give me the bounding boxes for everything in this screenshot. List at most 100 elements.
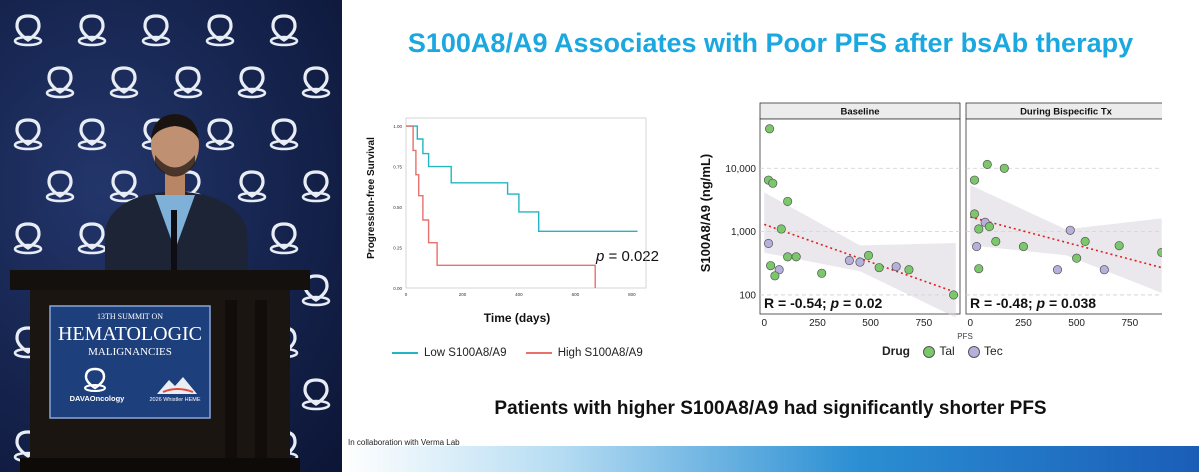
scatter-point-tal bbox=[974, 224, 984, 234]
backdrop-logo-icon bbox=[205, 118, 235, 151]
backdrop-logo-icon bbox=[77, 118, 107, 151]
backdrop-logo-icon bbox=[301, 170, 331, 203]
scatter-point-tal bbox=[982, 159, 992, 169]
scatter-point-tec bbox=[1052, 265, 1063, 275]
scatter-xtick-label: 250 bbox=[1015, 318, 1032, 329]
scatter-point-tal bbox=[969, 175, 980, 185]
footer-bar bbox=[342, 446, 1199, 472]
backdrop-logo-icon bbox=[45, 66, 75, 99]
km-xtick-label: 0 bbox=[405, 292, 408, 297]
km-xtick-label: 600 bbox=[572, 292, 580, 297]
backdrop-logo-icon bbox=[109, 66, 139, 99]
scatter-point-tec bbox=[774, 265, 784, 275]
slide-title: S100A8/A9 Associates with Poor PFS after… bbox=[407, 28, 1134, 58]
scatter-point-tal bbox=[904, 265, 914, 275]
legend-tec-dot bbox=[968, 345, 981, 358]
km-series-high bbox=[406, 125, 596, 288]
facet-stat: R = -0.54; p = 0.02 bbox=[764, 295, 883, 311]
trend-line bbox=[970, 216, 1162, 269]
confidence-band bbox=[970, 185, 1162, 293]
km-ytick-label: 0.00 bbox=[393, 286, 402, 291]
legend-low: Low S100A8/A9 bbox=[392, 347, 506, 359]
km-xtick-label: 200 bbox=[459, 292, 467, 297]
backdrop-logo-icon bbox=[45, 170, 75, 203]
km-legend: Low S100A8/A9 High S100A8/A9 bbox=[392, 347, 643, 359]
backdrop-logo-icon bbox=[13, 118, 43, 151]
km-plot-frame bbox=[405, 117, 647, 289]
scatter-point-tal bbox=[1018, 242, 1028, 252]
scatter-xtick-label: 750 bbox=[1121, 318, 1138, 329]
legend-tal-dot bbox=[923, 345, 936, 358]
scatter-point-tal bbox=[783, 252, 793, 262]
scatter-xtick-label: 500 bbox=[862, 318, 879, 329]
backdrop-logo-icon bbox=[301, 66, 331, 99]
scatter-xtick-label: 250 bbox=[809, 318, 826, 329]
backdrop-logo-icon bbox=[301, 378, 331, 411]
drug-legend: Drug Tal Tec bbox=[882, 344, 1003, 358]
scatter-xlabel: PFS bbox=[957, 332, 973, 341]
scatter-point-tal bbox=[817, 268, 827, 278]
scatter-point-tal bbox=[783, 196, 793, 206]
facet-stat: R = -0.48; p = 0.038 bbox=[970, 295, 1096, 311]
scatter-point-tal bbox=[791, 252, 801, 262]
scatter-point-tec bbox=[763, 238, 774, 249]
scatter-chart: S100A8/A9 (ng/mL) PFS Baseline 100 1,000 10… bbox=[698, 102, 1162, 341]
scatter-xtick-label: 0 bbox=[967, 318, 973, 329]
scatter-point-tec bbox=[891, 262, 901, 272]
facet-title: Baseline bbox=[840, 107, 879, 118]
scatter-point-tal bbox=[991, 236, 1001, 246]
backdrop-logo-icon bbox=[269, 118, 299, 151]
scatter-point-tec bbox=[1099, 265, 1109, 275]
facet-title: During Bispecific Tx bbox=[1020, 107, 1113, 118]
backdrop-logo-icon bbox=[77, 14, 107, 47]
backdrop-logo-icon bbox=[13, 14, 43, 47]
backdrop-logo-icon bbox=[269, 14, 299, 47]
km-ytick-label: 1.00 bbox=[393, 124, 402, 129]
km-chart: Progression-free Survival Time (days) p … bbox=[366, 117, 659, 325]
mountain-logo-icon bbox=[157, 377, 197, 394]
scatter-point-tal bbox=[999, 163, 1009, 173]
sign-line2: HEMATOLOGIC bbox=[57, 323, 203, 345]
backdrop-logo-icon bbox=[237, 170, 267, 203]
slide-conclusion: Patients with higher S100A8/A9 had signi… bbox=[494, 398, 1047, 419]
km-xtick-label: 800 bbox=[628, 292, 636, 297]
scatter-point-tec bbox=[844, 255, 854, 266]
backdrop-logo-icon bbox=[205, 14, 235, 47]
backdrop-logo-icon bbox=[141, 14, 171, 47]
km-series-low bbox=[406, 125, 638, 233]
scatter-ylabel: S100A8/A9 (ng/mL) bbox=[698, 154, 713, 272]
scatter-point-tec bbox=[1065, 225, 1075, 235]
legend-title: Drug bbox=[882, 344, 910, 358]
scatter-ytick-label: 10,000 bbox=[725, 164, 756, 175]
podium bbox=[10, 270, 310, 472]
sign-line1: 13TH SUMMIT ON bbox=[96, 312, 164, 321]
km-ytick-label: 0.75 bbox=[393, 165, 402, 170]
backdrop-logo-icon bbox=[109, 170, 139, 203]
km-ylabel: Progression-free Survival bbox=[366, 137, 377, 259]
scatter-point-tec bbox=[972, 242, 982, 252]
km-ytick-label: 0.50 bbox=[393, 205, 402, 210]
backdrop-logo-icon bbox=[237, 66, 267, 99]
scatter-point-tal bbox=[1114, 241, 1124, 251]
scatter-point-tal bbox=[1072, 253, 1082, 263]
sign-brand: DAVAOncology bbox=[69, 394, 125, 403]
scatter-ytick-label: 1,000 bbox=[731, 227, 756, 238]
sign-badge: 2026 Whistler HEME bbox=[149, 397, 201, 403]
km-pvalue: p = 0.022 bbox=[595, 248, 659, 265]
scatter-point-tal bbox=[1080, 236, 1090, 246]
scatter-point-tal bbox=[765, 124, 775, 134]
scatter-point-tal bbox=[776, 224, 786, 234]
scatter-point-tal bbox=[984, 222, 994, 232]
presentation-slide: S100A8/A9 Associates with Poor PFS after… bbox=[342, 0, 1199, 472]
stage-photo: 13TH SUMMIT ON HEMATOLOGIC MALIGNANCIES … bbox=[0, 0, 342, 472]
scatter-point-tal bbox=[768, 178, 778, 188]
scatter-xtick-label: 0 bbox=[761, 318, 767, 329]
km-ytick-label: 0.25 bbox=[393, 246, 402, 251]
scatter-point-tal bbox=[766, 261, 776, 271]
km-xtick-label: 400 bbox=[515, 292, 523, 297]
legend-tal: Tal bbox=[939, 344, 955, 358]
scatter-point-tal bbox=[770, 271, 780, 281]
scatter-xtick-label: 750 bbox=[915, 318, 932, 329]
backdrop-logo-icon bbox=[173, 66, 203, 99]
backdrop-logo-icon bbox=[269, 222, 299, 255]
